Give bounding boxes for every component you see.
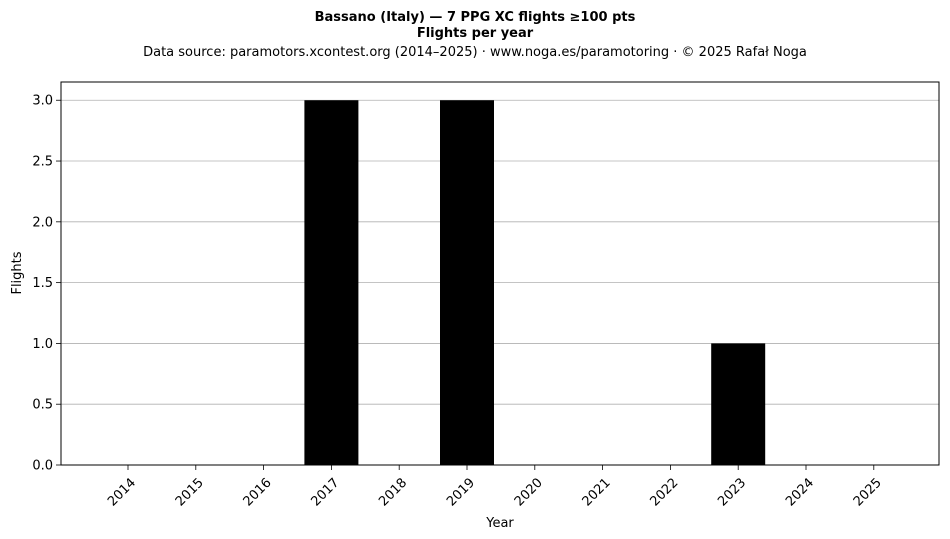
y-tick-label: 1.0 <box>32 337 53 352</box>
x-tick-label: 2020 <box>512 475 546 509</box>
y-tick-label: 0.5 <box>32 398 53 413</box>
y-axis-ticks: 0.0 0.5 1.0 1.5 2.0 2.5 3.0 <box>32 94 61 474</box>
y-axis-label: Flights <box>10 251 25 294</box>
bars <box>304 100 766 465</box>
x-tick-label: 2017 <box>308 475 342 509</box>
chart-title-2: Flights per year <box>417 26 534 41</box>
x-tick-label: 2016 <box>241 475 275 509</box>
x-tick-label: 2024 <box>783 475 817 509</box>
x-tick-label: 2025 <box>851 475 885 509</box>
grid-lines <box>61 99 939 466</box>
x-tick-label: 2023 <box>715 475 749 509</box>
x-tick-label: 2018 <box>376 475 410 509</box>
x-axis-label: Year <box>485 516 514 531</box>
y-tick-label: 3.0 <box>32 94 53 109</box>
x-tick-label: 2019 <box>444 475 478 509</box>
y-tick-label: 0.0 <box>32 459 53 474</box>
y-tick-label: 2.0 <box>32 215 53 230</box>
x-tick-label: 2022 <box>647 475 681 509</box>
y-tick-label: 1.5 <box>32 276 53 291</box>
x-axis-ticks: 2014 2015 2016 2017 2018 2019 2020 2021 2022 2023… <box>105 465 885 509</box>
bar-2017 <box>304 100 359 465</box>
bar-2023 <box>711 343 766 465</box>
chart-subtitle: Data source: paramotors.xcontest.org (20… <box>143 45 807 60</box>
x-tick-label: 2021 <box>580 475 614 509</box>
chart-title: Bassano (Italy) — 7 PPG XC flights ≥100 … <box>315 10 636 25</box>
x-tick-label: 2015 <box>173 475 207 509</box>
plot-frame <box>60 81 940 466</box>
x-tick-label: 2014 <box>105 475 139 509</box>
bar-2019 <box>440 100 494 465</box>
y-tick-label: 2.5 <box>32 155 53 170</box>
